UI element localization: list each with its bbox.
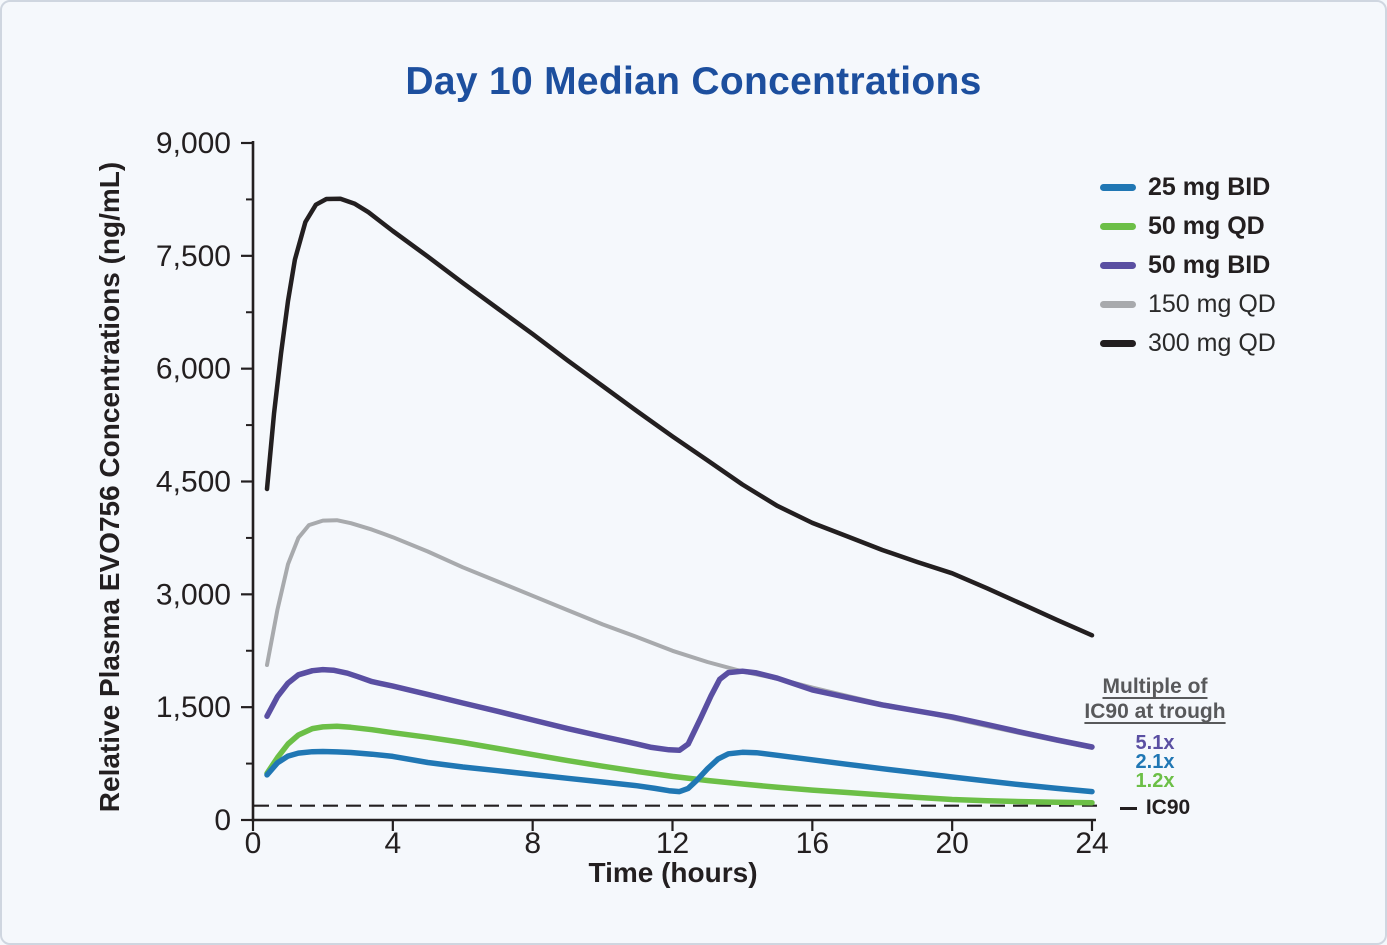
x-tick-label: 12 — [656, 827, 689, 860]
series-line-300-mg-qd — [264, 196, 1095, 638]
x-tick-label: 16 — [796, 827, 829, 860]
trough-multiple-2-1x: 2.1x — [1135, 751, 1175, 773]
series-line-50-mg-qd — [264, 723, 1095, 806]
legend-label-50-mg-qd: 50 mg QD — [1148, 211, 1265, 240]
series-line-25-mg-bid — [264, 748, 1095, 795]
x-axis-title: Time (hours) — [588, 857, 758, 888]
x-tick-label: 20 — [935, 827, 968, 860]
legend-swatch-25-mg-bid — [1100, 183, 1136, 191]
y-tick-label: 1,500 — [156, 691, 231, 724]
series-line-50-mg-bid — [264, 666, 1095, 753]
legend-item-50-mg-bid: 50 mg BID — [1100, 250, 1276, 280]
legend-item-150-mg-qd: 150 mg QD — [1100, 289, 1276, 319]
trough-multiple-1-2x: 1.2x — [1135, 770, 1175, 792]
legend-item-300-mg-qd: 300 mg QD — [1100, 328, 1276, 358]
trough-multiple-5-1x: 5.1x — [1135, 732, 1175, 754]
y-tick-label: 0 — [214, 804, 231, 837]
legend-item-50-mg-qd: 50 mg QD — [1100, 211, 1276, 241]
y-tick-label: 7,500 — [156, 240, 231, 273]
ic90-reference-key: IC90 — [1072, 796, 1238, 820]
x-tick-label: 0 — [245, 827, 262, 860]
x-tick-label: 8 — [524, 827, 541, 860]
legend-swatch-300-mg-qd — [1100, 339, 1136, 347]
y-tick-label: 6,000 — [156, 353, 231, 386]
y-tick-label: 4,500 — [156, 466, 231, 499]
legend-item-25-mg-bid: 25 mg BID — [1100, 172, 1276, 202]
trough-heading-line2: IC90 at trough — [1084, 700, 1226, 723]
trough-annotation-heading: Multiple of IC90 at trough — [1072, 674, 1238, 724]
trough-heading-line1: Multiple of — [1102, 675, 1208, 698]
legend-swatch-50-mg-qd — [1100, 222, 1136, 230]
trough-multiples: 5.1x 2.1x 1.2x — [1072, 732, 1238, 792]
legend-swatch-50-mg-bid — [1100, 261, 1136, 269]
legend-label-300-mg-qd: 300 mg QD — [1148, 328, 1276, 357]
ic90-key-dash-icon — [1119, 806, 1137, 810]
y-tick-label: 3,000 — [156, 578, 231, 611]
legend-label-50-mg-bid: 50 mg BID — [1148, 250, 1271, 279]
legend-label-25-mg-bid: 25 mg BID — [1148, 172, 1271, 201]
y-tick-label: 9,000 — [156, 127, 231, 160]
legend: 25 mg BID 50 mg QD 50 mg BID 150 mg QD 300 m… — [1100, 172, 1276, 367]
x-tick-label: 24 — [1075, 827, 1108, 860]
series-line-150-mg-qd — [265, 518, 1094, 750]
chart-title: Day 10 Median Concentrations — [405, 60, 982, 103]
x-tick-label: 4 — [384, 827, 401, 860]
legend-swatch-150-mg-qd — [1100, 300, 1136, 308]
legend-label-150-mg-qd: 150 mg QD — [1148, 289, 1276, 318]
trough-annotation: Multiple of IC90 at trough 5.1x 2.1x 1.2x … — [1072, 674, 1238, 820]
y-axis-title: Relative Plasma EVO756 Concentrations (n… — [94, 161, 125, 813]
ic90-label: IC90 — [1145, 796, 1191, 819]
